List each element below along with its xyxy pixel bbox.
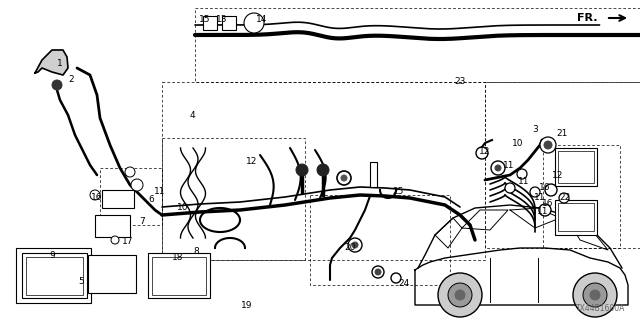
- Circle shape: [375, 269, 381, 275]
- Circle shape: [505, 183, 515, 193]
- Bar: [95, 215, 130, 237]
- Circle shape: [296, 164, 308, 176]
- Text: 16: 16: [542, 198, 554, 207]
- Circle shape: [337, 171, 351, 185]
- Text: 11: 11: [154, 188, 166, 196]
- Circle shape: [495, 165, 501, 171]
- Text: 21: 21: [556, 129, 568, 138]
- Text: 2: 2: [68, 76, 74, 84]
- Circle shape: [90, 190, 100, 200]
- Bar: [203, 16, 217, 30]
- Text: 12: 12: [479, 148, 491, 156]
- Circle shape: [111, 236, 119, 244]
- Text: 4: 4: [189, 110, 195, 119]
- Bar: [370, 162, 377, 187]
- Circle shape: [590, 290, 600, 300]
- Circle shape: [539, 204, 551, 216]
- Circle shape: [491, 161, 505, 175]
- Circle shape: [544, 141, 552, 149]
- Circle shape: [573, 273, 617, 317]
- Circle shape: [244, 13, 264, 33]
- Text: 11: 11: [534, 194, 546, 203]
- Circle shape: [131, 179, 143, 191]
- Circle shape: [317, 164, 329, 176]
- Circle shape: [352, 242, 358, 248]
- Circle shape: [455, 290, 465, 300]
- Text: 10: 10: [177, 204, 189, 212]
- Bar: [558, 151, 594, 183]
- Text: 11: 11: [518, 178, 530, 187]
- Text: 18: 18: [172, 253, 184, 262]
- Bar: [558, 203, 594, 231]
- Bar: [22, 253, 87, 298]
- Bar: [26, 257, 83, 295]
- Text: FR.: FR.: [577, 13, 597, 23]
- Circle shape: [448, 283, 472, 307]
- Text: 25: 25: [392, 188, 404, 196]
- Text: 17: 17: [122, 237, 134, 246]
- Circle shape: [545, 184, 557, 196]
- Text: 1: 1: [57, 59, 63, 68]
- Text: 8: 8: [193, 247, 199, 257]
- Bar: [555, 200, 597, 235]
- Text: 15: 15: [199, 15, 211, 25]
- Circle shape: [348, 238, 362, 252]
- Circle shape: [341, 175, 347, 181]
- Text: 12: 12: [246, 157, 258, 166]
- Text: 11: 11: [537, 207, 548, 217]
- Bar: [152, 257, 206, 295]
- Text: 5: 5: [78, 277, 84, 286]
- Text: 7: 7: [139, 218, 145, 227]
- Text: 14: 14: [256, 15, 268, 25]
- Text: TX44B1600A: TX44B1600A: [575, 304, 625, 313]
- Text: 9: 9: [49, 252, 55, 260]
- Text: 13: 13: [216, 15, 228, 25]
- Text: 16: 16: [540, 183, 551, 193]
- Circle shape: [372, 266, 384, 278]
- Circle shape: [583, 283, 607, 307]
- Circle shape: [476, 147, 488, 159]
- Bar: [148, 253, 210, 298]
- Circle shape: [125, 167, 135, 177]
- Circle shape: [391, 273, 401, 283]
- Circle shape: [559, 193, 569, 203]
- Bar: [102, 190, 134, 208]
- Polygon shape: [35, 50, 68, 75]
- Text: 23: 23: [454, 77, 466, 86]
- Circle shape: [540, 137, 556, 153]
- Bar: [222, 16, 236, 30]
- Circle shape: [438, 273, 482, 317]
- Bar: [88, 255, 136, 293]
- Text: 3: 3: [532, 125, 538, 134]
- Text: 10: 10: [512, 139, 524, 148]
- Text: 16: 16: [92, 194, 103, 203]
- Circle shape: [530, 187, 540, 197]
- Circle shape: [52, 80, 62, 90]
- Text: 19: 19: [241, 300, 253, 309]
- Text: 12: 12: [552, 171, 564, 180]
- Bar: [16, 248, 91, 303]
- Text: 20: 20: [344, 244, 356, 252]
- Bar: [555, 148, 597, 186]
- Text: 24: 24: [398, 278, 410, 287]
- Text: 6: 6: [148, 196, 154, 204]
- Text: 11: 11: [503, 161, 515, 170]
- Text: 22: 22: [559, 193, 571, 202]
- Circle shape: [517, 169, 527, 179]
